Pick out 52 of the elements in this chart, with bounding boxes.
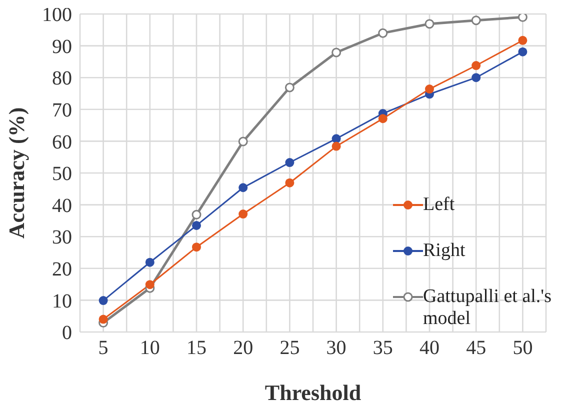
point <box>192 210 202 220</box>
legend-label: Left <box>423 194 455 216</box>
point <box>424 19 434 29</box>
point <box>518 36 528 45</box>
x-tick-label: 25 <box>280 337 300 360</box>
legend-label: Gattupalli et al.'s model <box>423 286 552 330</box>
point <box>98 314 108 324</box>
y-tick-label: 100 <box>42 4 72 26</box>
point <box>238 136 248 146</box>
x-tick-label: 10 <box>140 337 160 360</box>
point <box>378 28 388 38</box>
point <box>378 114 388 124</box>
legend-label: Right <box>423 240 466 262</box>
y-tick-label: 0 <box>62 322 72 344</box>
point <box>285 178 294 188</box>
point <box>192 220 201 230</box>
point <box>332 48 342 58</box>
x-tick-label: 45 <box>466 337 486 360</box>
x-tick-label: 15 <box>186 337 206 360</box>
x-tick-label: 40 <box>420 337 440 360</box>
point <box>471 16 481 26</box>
y-tick-label: 60 <box>52 131 72 154</box>
point <box>145 280 154 290</box>
x-tick-label: 20 <box>233 337 254 360</box>
point <box>238 210 248 219</box>
x-tick-label: 5 <box>98 337 108 360</box>
point <box>332 142 341 151</box>
point <box>472 73 481 82</box>
point <box>518 14 528 22</box>
y-tick-label: 10 <box>52 290 72 312</box>
x-tick-label: 30 <box>326 337 346 360</box>
x-tick-label: 50 <box>512 337 533 360</box>
point <box>472 61 481 70</box>
point <box>425 84 434 94</box>
point <box>285 158 294 168</box>
point <box>192 242 201 252</box>
x-axis-title: Threshold <box>264 380 362 405</box>
point <box>284 82 294 92</box>
y-tick-label: 90 <box>52 36 72 58</box>
point <box>238 183 248 192</box>
y-tick-label: 80 <box>52 68 72 90</box>
y-tick-label: 50 <box>52 163 72 186</box>
point <box>98 296 108 306</box>
y-tick-label: 70 <box>52 100 72 122</box>
point <box>145 258 154 267</box>
point <box>332 134 341 144</box>
y-tick-label: 40 <box>52 194 72 217</box>
point <box>518 47 528 56</box>
y-axis-title: Accuracy (%) <box>4 107 29 239</box>
y-tick-label: 20 <box>52 258 72 280</box>
y-tick-label: 30 <box>52 226 72 249</box>
x-tick-label: 35 <box>372 337 393 360</box>
